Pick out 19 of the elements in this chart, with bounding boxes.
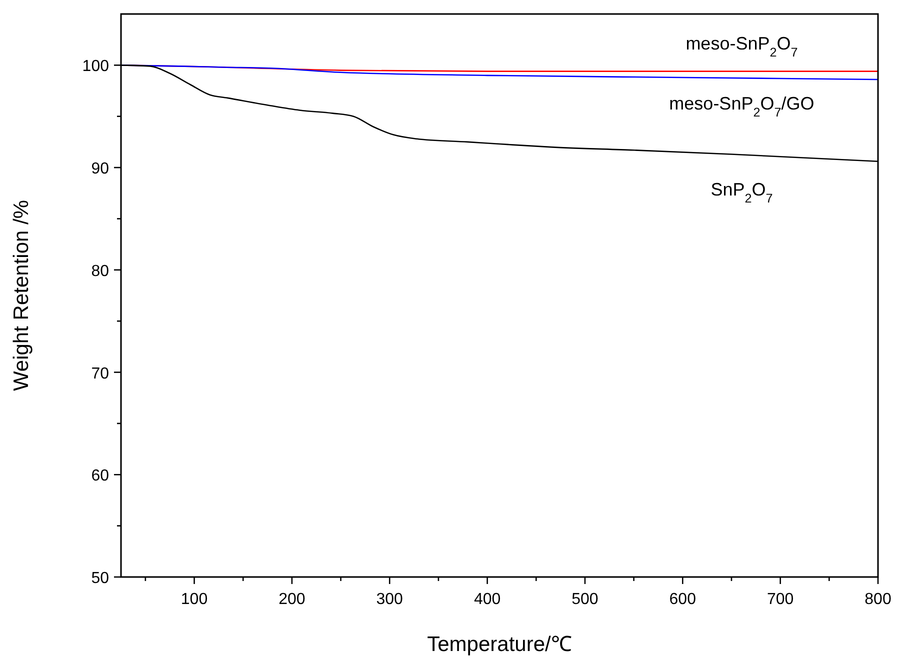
y-tick-label: 50	[91, 570, 110, 587]
x-tick-label: 400	[474, 591, 501, 608]
y-tick-label: 80	[91, 262, 110, 280]
series-label: meso-SnP$_{2}$O$_{7}$/GO	[669, 94, 814, 120]
x-tick-label: 500	[572, 591, 598, 608]
series-label: SnP$_{2}$O$_{7}$	[710, 179, 773, 206]
x-tick-label: 800	[864, 591, 892, 608]
series-label: meso-SnP$_{2}$O$_{7}$	[686, 33, 798, 60]
y-tick-label: 90	[91, 160, 110, 178]
y-axis-title: Weight Retention /%	[10, 200, 33, 392]
y-tick-label: 100	[82, 58, 110, 76]
y-tick-label: 70	[91, 365, 110, 382]
x-tick-label: 700	[766, 591, 794, 608]
y-tick-label: 60	[91, 468, 110, 485]
x-tick-label: 600	[669, 591, 696, 608]
x-tick-label: 200	[278, 591, 306, 608]
x-tick-label: 300	[376, 591, 404, 608]
x-axis-title: Temperature/℃	[427, 633, 572, 656]
x-tick-label: 100	[180, 591, 208, 608]
